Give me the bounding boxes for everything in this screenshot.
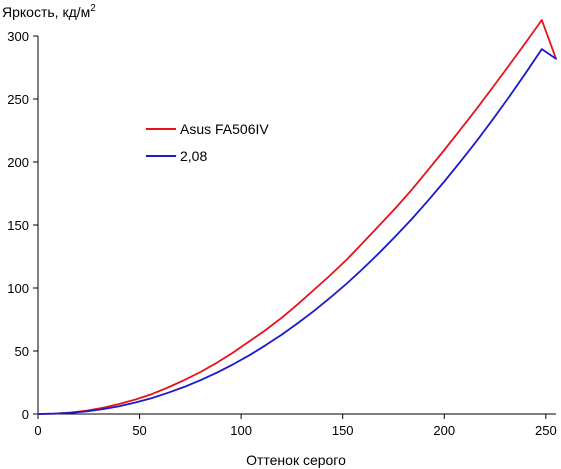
x-tick-label: 0 (34, 423, 41, 438)
series-lines (37, 19, 557, 415)
x-tick-label: 50 (132, 423, 146, 438)
y-tick-label: 150 (7, 218, 29, 233)
y-axis-ticks: 0 50 100 150 200 250 300 (7, 29, 38, 422)
series-line-1 (37, 19, 557, 415)
y-axis-title: Яркость, кд/м2 (2, 3, 96, 20)
y-tick-label: 100 (7, 281, 29, 296)
axes (37, 36, 556, 415)
y-tick-label: 0 (22, 407, 29, 422)
x-axis-title: Оттенок серого (246, 452, 346, 468)
legend-label-1: Asus FA506IV (180, 121, 269, 137)
y-tick-label: 300 (7, 29, 29, 44)
x-tick-label: 150 (332, 423, 354, 438)
y-tick-label: 200 (7, 155, 29, 170)
x-tick-label: 100 (230, 423, 252, 438)
y-axis-title-text: Яркость, кд/м (2, 4, 90, 20)
legend-label-2: 2,08 (180, 148, 207, 164)
y-tick-label: 50 (15, 344, 29, 359)
y-tick-label: 250 (7, 92, 29, 107)
legend: Asus FA506IV 2,08 (146, 121, 269, 164)
series-line-2 (37, 48, 557, 415)
x-tick-label: 200 (433, 423, 455, 438)
x-axis-ticks: 0 50 100 150 200 250 (34, 414, 557, 438)
y-axis-title-superscript: 2 (90, 3, 96, 14)
x-tick-label: 250 (535, 423, 557, 438)
